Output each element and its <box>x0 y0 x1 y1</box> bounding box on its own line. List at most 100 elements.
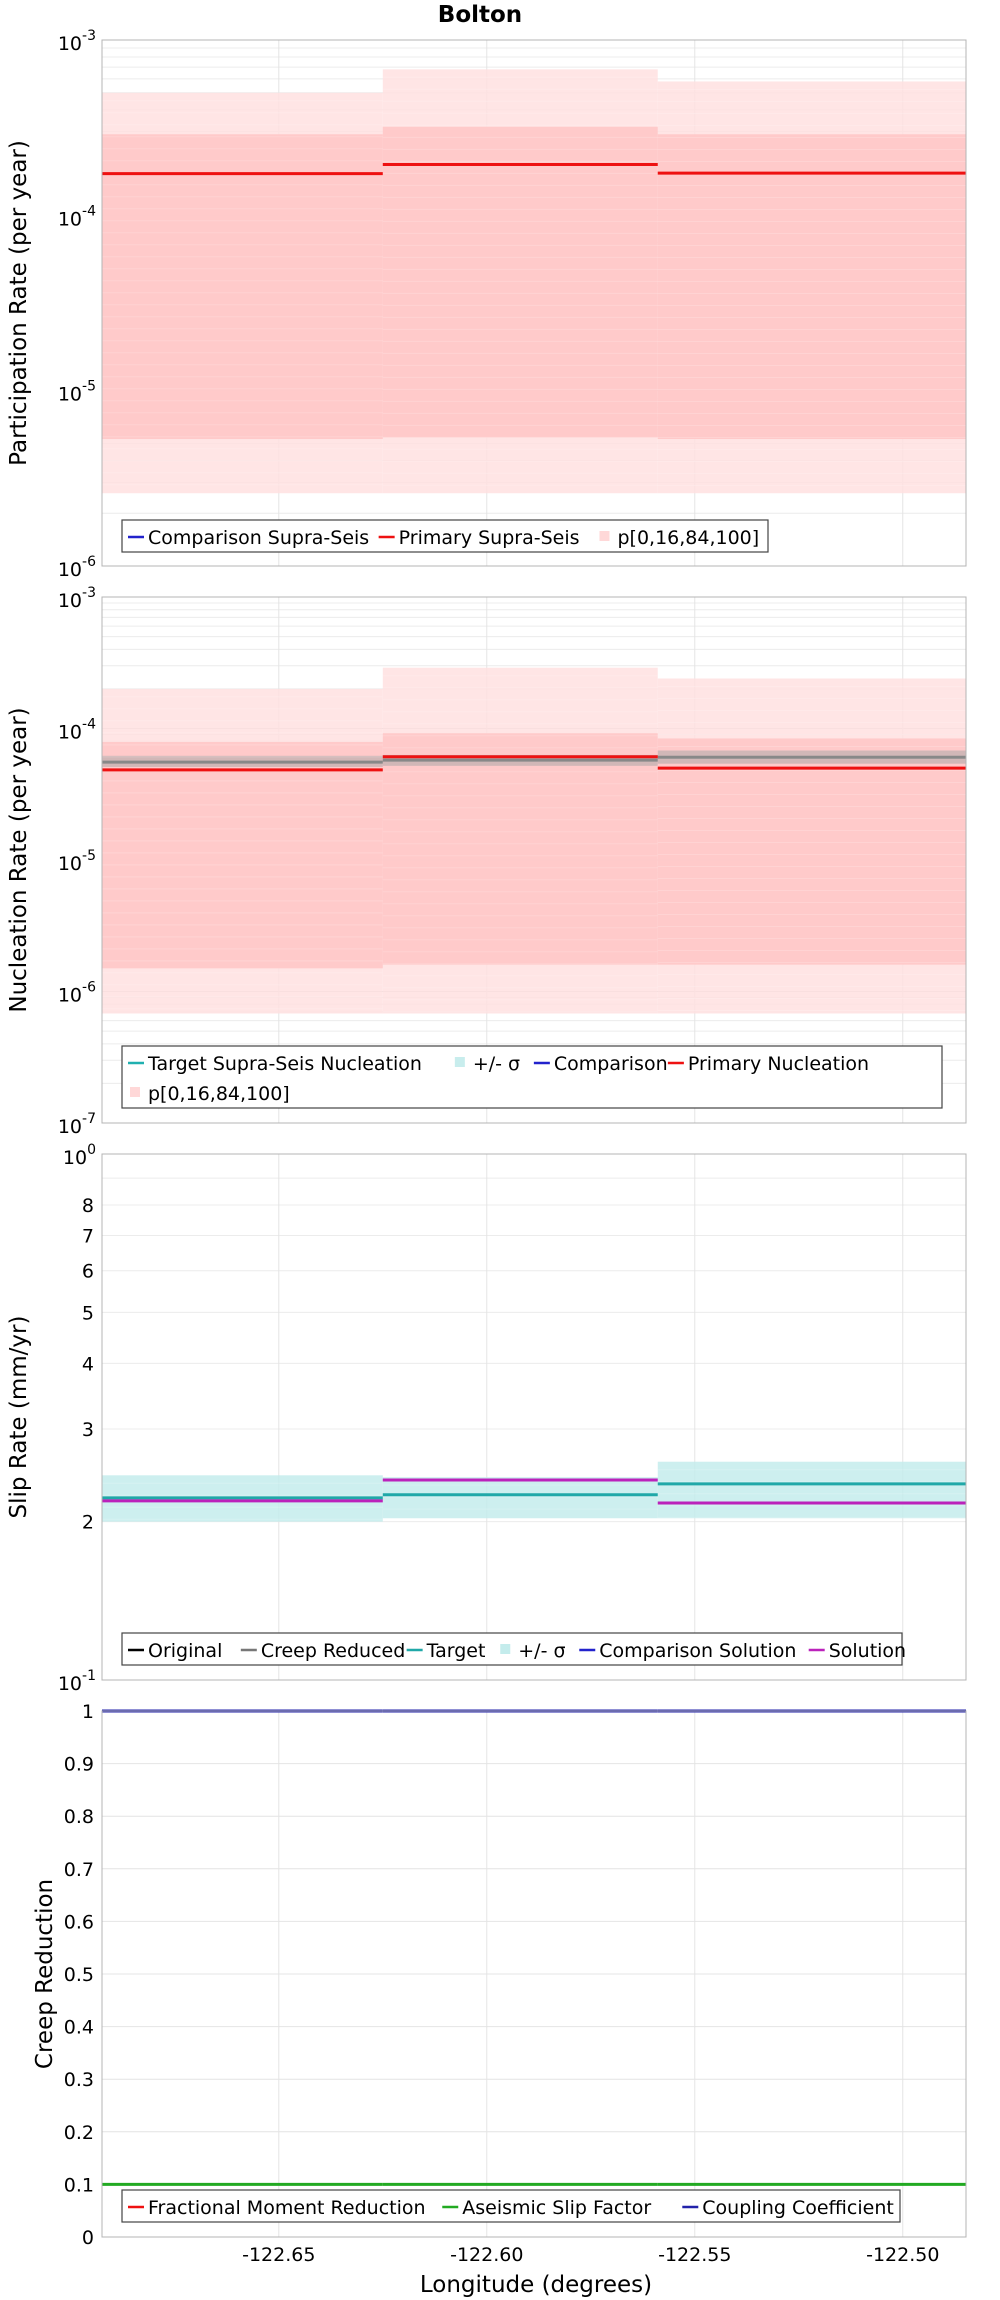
plot-frame <box>101 1710 967 2238</box>
legend-label: Comparison Supra-Seis <box>148 527 369 549</box>
legend-label: Primary Supra-Seis <box>399 527 580 549</box>
legend-label: Comparison <box>554 1053 668 1075</box>
band-texture <box>102 1469 966 1520</box>
legend-label: Comparison Solution <box>599 1640 796 1662</box>
legend-swatch <box>599 531 610 541</box>
y-tick-label: 0.7 <box>64 1859 94 1881</box>
chart-title: Bolton <box>438 2 522 28</box>
legend: Fractional Moment Reduction Aseismic Slip… <box>121 2189 901 2223</box>
y-axis-label: Creep Reduction <box>32 1879 58 2069</box>
legend-label: +/- σ <box>473 1053 520 1075</box>
legend-item: p[0,16,84,100] <box>130 1083 290 1105</box>
y-tick-label: 0 <box>82 2227 94 2249</box>
y-tick-label: 10-4 <box>58 203 96 230</box>
legend-box <box>121 519 769 553</box>
legend-item: Coupling Coefficient <box>682 2197 894 2219</box>
y-ticks: 0 0.1 0.2 0.3 0.4 0.5 0.6 0.7 0.8 0.9 1 <box>64 1701 94 2249</box>
legend: Comparison Supra-Seis Primary Supra-Seis p… <box>121 519 769 553</box>
legend-label: Aseismic Slip Factor <box>462 2197 651 2219</box>
legend-label: Creep Reduced <box>261 1640 405 1662</box>
y-axis-label: Participation Rate (per year) <box>6 140 32 466</box>
legend-item: Fractional Moment Reduction <box>128 2197 426 2219</box>
series-solution <box>102 1478 966 1505</box>
panel-nucleation: 10-7 10-6 10-5 10-4 10-3 Nucleation Rate (per… <box>6 585 967 1138</box>
y-tick-label: 0.4 <box>64 2017 94 2039</box>
legend-item: Target Supra-Seis Nucleation <box>128 1053 422 1075</box>
y-tick-label: 0.3 <box>64 2069 94 2091</box>
series-primary-supra-seis <box>102 162 966 176</box>
x-ticks: -122.65 -122.60 -122.55 -122.50 <box>242 2244 939 2266</box>
legend-item: Aseismic Slip Factor <box>442 2197 651 2219</box>
y-tick-label: 8 <box>82 1195 94 1217</box>
legend-item: Primary Supra-Seis <box>378 527 580 549</box>
y-tick-label: 10-6 <box>58 980 96 1007</box>
panels: 10-6 10-5 10-4 10-3 Participation Rate (per … <box>6 28 967 2266</box>
plot-frame <box>101 596 967 1124</box>
y-tick-label: 10-5 <box>58 848 96 875</box>
plot-frame <box>101 1153 967 1681</box>
legend-swatch <box>500 1644 511 1654</box>
plot-frame <box>101 39 967 567</box>
y-tick-label: 10-6 <box>58 554 96 581</box>
legend-label: Target <box>426 1640 486 1662</box>
band-0-segment-2 <box>657 1461 966 1519</box>
x-tick-label: -122.55 <box>658 2244 731 2266</box>
legend-swatch <box>130 1087 140 1097</box>
legend-label: p[0,16,84,100] <box>617 527 759 549</box>
band-1-segment-2 <box>657 134 966 440</box>
y-tick-label: 0.1 <box>64 2174 94 2196</box>
y-ticks: 10-6 10-5 10-4 10-3 <box>58 28 96 581</box>
band-1-segment-0 <box>102 741 383 969</box>
y-tick-label: 10-7 <box>58 1111 96 1138</box>
legend-label: Target Supra-Seis Nucleation <box>147 1053 422 1075</box>
plot-area <box>102 1154 966 1680</box>
y-tick-label: 10-5 <box>58 379 96 406</box>
legend-item: p[0,16,84,100] <box>599 527 759 549</box>
band-1-segment-1 <box>382 126 658 438</box>
legend-item: Comparison <box>533 1053 668 1075</box>
legend-item: Creep Reduced <box>240 1640 405 1662</box>
legend-item: +/- σ <box>500 1640 566 1662</box>
y-tick-label: 10-1 <box>58 1668 96 1695</box>
y-tick-label: 3 <box>82 1419 94 1441</box>
legend-label: Fractional Moment Reduction <box>148 2197 426 2219</box>
legend-label: p[0,16,84,100] <box>148 1083 290 1105</box>
legend-swatch <box>454 1057 465 1067</box>
band-1-segment-2 <box>657 738 966 965</box>
panel-participation: 10-6 10-5 10-4 10-3 Participation Rate (per … <box>6 28 967 581</box>
legend: Target Supra-Seis Nucleation +/- σ Compari… <box>121 1045 943 1109</box>
y-tick-label: 6 <box>82 1261 94 1283</box>
legend: Original Creep Reduced Target +/- σ Comparis… <box>121 1632 906 1666</box>
legend-label: Coupling Coefficient <box>702 2197 894 2219</box>
y-tick-label: 2 <box>82 1512 94 1534</box>
y-tick-label: 1 <box>82 1701 94 1723</box>
legend-label: Original <box>148 1640 222 1662</box>
y-axis-label: Slip Rate (mm/yr) <box>6 1316 32 1519</box>
y-tick-label: 7 <box>82 1225 94 1247</box>
legend-box <box>121 2189 901 2223</box>
y-tick-label: 0.6 <box>64 1911 94 1933</box>
band-1-segment-1 <box>382 733 658 965</box>
x-tick-label: -122.65 <box>242 2244 315 2266</box>
panel-slip: 10-1 100 2 3 4 5 6 7 8 Slip Rate (mm/yr) Original C… <box>6 1142 967 1695</box>
legend-item: Solution <box>808 1640 906 1662</box>
gridlines <box>102 1154 966 1681</box>
legend-item: Comparison Solution <box>579 1640 796 1662</box>
y-tick-label: 4 <box>82 1353 94 1375</box>
y-tick-label: 10-3 <box>58 28 96 55</box>
legend-label: Solution <box>829 1640 906 1662</box>
band-0-segment-1 <box>382 1477 658 1519</box>
y-tick-label: 10-4 <box>58 717 96 744</box>
y-tick-label: 0.2 <box>64 2122 94 2144</box>
y-tick-label: 0.9 <box>64 1754 94 1776</box>
legend-item: Original <box>128 1640 222 1662</box>
y-ticks: 10-7 10-6 10-5 10-4 10-3 <box>58 585 96 1138</box>
y-tick-label: 100 <box>63 1142 96 1169</box>
y-tick-label: 10-3 <box>58 585 96 612</box>
y-ticks: 10-1 100 2 3 4 5 6 7 8 <box>58 1142 96 1695</box>
legend-label: +/- σ <box>518 1640 565 1662</box>
legend-item: Comparison Supra-Seis <box>128 527 369 549</box>
legend-item: +/- σ <box>454 1053 520 1075</box>
x-axis-label: Longitude (degrees) <box>420 2272 652 2298</box>
y-axis-label: Nucleation Rate (per year) <box>6 707 32 1012</box>
